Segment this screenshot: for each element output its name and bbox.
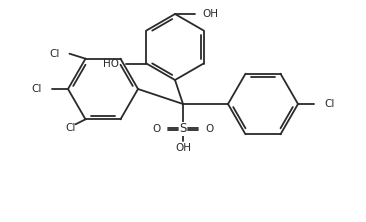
Text: OH: OH [175,143,191,153]
Text: O: O [205,124,213,134]
Text: Cl: Cl [49,49,60,59]
Text: OH: OH [202,9,218,19]
Text: S: S [179,123,187,135]
Text: HO: HO [104,59,119,69]
Text: Cl: Cl [324,99,335,109]
Text: Cl: Cl [65,123,76,133]
Text: O: O [153,124,161,134]
Text: Cl: Cl [31,84,42,94]
